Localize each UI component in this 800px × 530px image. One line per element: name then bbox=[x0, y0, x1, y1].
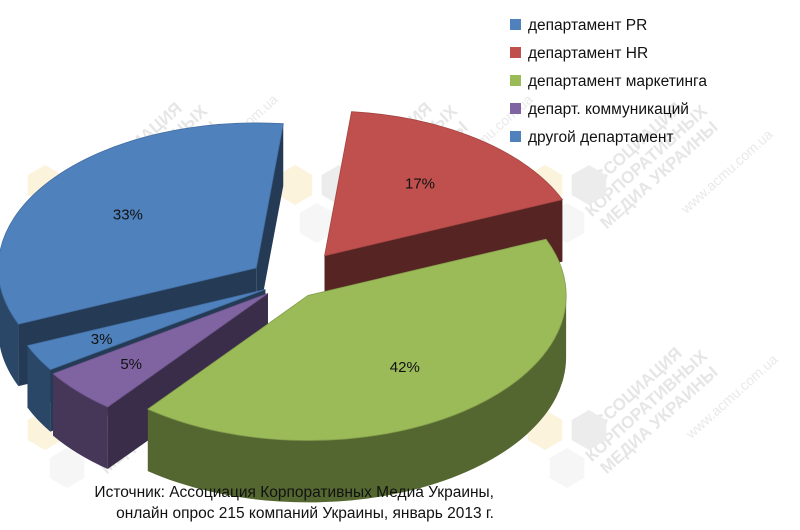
hexagon-icon bbox=[527, 410, 607, 488]
legend-label: департамент HR bbox=[528, 45, 648, 62]
data-label-департамент-pr: 33% bbox=[113, 206, 143, 223]
legend-swatch bbox=[510, 75, 521, 86]
pie-slice-side bbox=[53, 373, 108, 469]
legend-item-департ-коммуникаций: департ. коммуникаций bbox=[510, 101, 689, 118]
legend-swatch bbox=[510, 131, 521, 142]
legend-swatch bbox=[510, 19, 521, 30]
pie-slice-side bbox=[147, 295, 567, 503]
legend-swatch bbox=[510, 103, 521, 114]
pie-slice-top bbox=[324, 111, 564, 257]
data-label-департ-коммуникаций: 5% bbox=[120, 356, 142, 373]
data-label-департамент-маркетинга: 42% bbox=[390, 359, 420, 376]
pie-slice-side bbox=[0, 284, 19, 387]
source-note-line-2: онлайн опрос 215 компаний Украины, январ… bbox=[116, 505, 494, 522]
pie-slice-wall bbox=[256, 123, 284, 330]
legend-label: департамент маркетинга bbox=[528, 73, 707, 90]
pie-slice-top bbox=[147, 238, 567, 441]
source-note-line-1: Источник: Ассоциация Корпоративных Медиа… bbox=[94, 484, 494, 501]
legend-item-департамент-pr: департамент PR bbox=[510, 17, 647, 34]
legend: департамент PR департамент HR департамент … bbox=[510, 17, 707, 146]
legend-item-другой-департамент: другой департамент bbox=[510, 129, 674, 146]
legend-swatch bbox=[510, 47, 521, 58]
legend-label: другой департамент bbox=[528, 129, 674, 146]
data-label-департамент-hr: 17% bbox=[405, 176, 435, 193]
watermark-logo-text: КОРПОРАТИВНЫХ bbox=[582, 346, 712, 465]
pie-slice-top bbox=[26, 289, 266, 371]
legend-item-департамент-hr: департамент HR bbox=[510, 45, 648, 62]
pie-slice-департамент-маркетинга bbox=[147, 238, 567, 503]
legend-label: департамент PR bbox=[528, 17, 647, 34]
data-labels: 17% 42% 5% 3% 33% bbox=[91, 176, 435, 376]
pie-slice-top bbox=[0, 122, 284, 325]
pie-slice-side bbox=[27, 345, 51, 432]
source-note: Источник: Ассоциация Корпоративных Медиа… bbox=[0, 482, 494, 524]
pie-slice-top bbox=[52, 293, 269, 408]
legend-item-департамент-маркетинга: департамент маркетинга bbox=[510, 73, 707, 90]
data-label-другой-департамент: 3% bbox=[91, 331, 113, 348]
pie-chart bbox=[0, 111, 567, 503]
legend-label: департ. коммуникаций bbox=[528, 101, 689, 118]
